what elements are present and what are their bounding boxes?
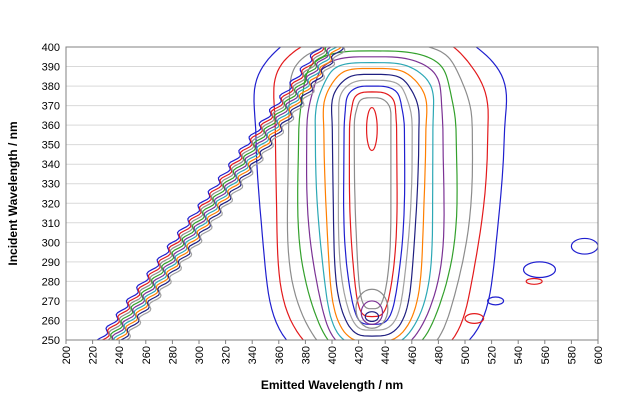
y-tick-label: 250 (42, 335, 60, 347)
band-contour-line (107, 47, 326, 340)
x-tick-label: 240 (114, 346, 126, 364)
x-tick-label: 260 (141, 346, 153, 364)
y-tick-label: 370 (42, 101, 60, 113)
x-tick-label: 380 (300, 346, 312, 364)
contour-island (365, 106, 378, 152)
y-tick-label: 320 (42, 198, 60, 210)
x-tick-label: 220 (88, 346, 100, 364)
x-axis-title: Emitted Wavelength / nm (261, 378, 403, 392)
x-tick-label: 420 (354, 346, 366, 364)
band-contour-line (110, 47, 328, 340)
y-axis-ticks: 250 260 270 280 290 300 310 320 330 340 350 360 370 3… (42, 42, 60, 347)
x-tick-label: 400 (327, 346, 339, 364)
x-tick-label: 500 (460, 346, 472, 364)
contour-line (331, 73, 420, 337)
x-tick-label: 540 (513, 346, 525, 364)
y-tick-label: 290 (42, 257, 60, 269)
y-tick-label: 340 (42, 159, 60, 171)
contour-line (343, 85, 406, 325)
x-axis-ticks: 200 220 240 260 280 300 320 340 360 380 400 420 440 4… (61, 340, 605, 364)
contour-line (314, 61, 435, 340)
band-contour-line (101, 47, 325, 340)
contour-line (286, 47, 474, 340)
y-tick-label: 280 (42, 276, 60, 288)
y-tick-label: 330 (42, 179, 60, 191)
contour-island (464, 313, 485, 324)
scatter-band-contours (96, 47, 346, 340)
band-contour-line (126, 47, 346, 340)
y-tick-label: 300 (42, 237, 60, 249)
contour-island (522, 261, 557, 279)
y-tick-label: 400 (42, 42, 60, 54)
x-tick-label: 200 (61, 346, 73, 364)
x-tick-label: 340 (247, 346, 259, 364)
contour-line (337, 79, 413, 331)
y-tick-label: 390 (42, 62, 60, 74)
y-tick-label: 310 (42, 218, 60, 230)
y-tick-label: 260 (42, 315, 60, 327)
band-contour-line (120, 47, 344, 340)
x-tick-label: 360 (274, 346, 286, 364)
contour-line (253, 47, 508, 340)
contour-island (487, 296, 505, 306)
band-contour-line (113, 47, 338, 340)
contour-line (297, 50, 458, 340)
y-tick-label: 380 (42, 81, 60, 93)
y-tick-label: 360 (42, 120, 60, 132)
x-tick-label: 600 (593, 346, 605, 364)
contour-island (525, 277, 543, 285)
x-tick-label: 320 (221, 346, 233, 364)
y-tick-label: 350 (42, 140, 60, 152)
contour-island (355, 288, 389, 329)
contour-island (360, 300, 384, 325)
y-axis-title: Incident Wavelength / nm (6, 121, 20, 265)
x-tick-label: 480 (433, 346, 445, 364)
x-tick-label: 280 (167, 346, 179, 364)
x-tick-label: 560 (540, 346, 552, 364)
contour-line (353, 97, 392, 310)
x-tick-label: 440 (380, 346, 392, 364)
contour-line (348, 91, 398, 318)
x-tick-label: 300 (194, 346, 206, 364)
y-tick-label: 270 (42, 296, 60, 308)
contour-island (570, 237, 598, 255)
band-contour-line (115, 47, 342, 340)
x-tick-label: 580 (566, 346, 578, 364)
x-tick-label: 520 (487, 346, 499, 364)
contour-line (306, 56, 445, 340)
contour-line (322, 67, 428, 340)
contour-island (364, 311, 380, 323)
x-tick-label: 460 (407, 346, 419, 364)
